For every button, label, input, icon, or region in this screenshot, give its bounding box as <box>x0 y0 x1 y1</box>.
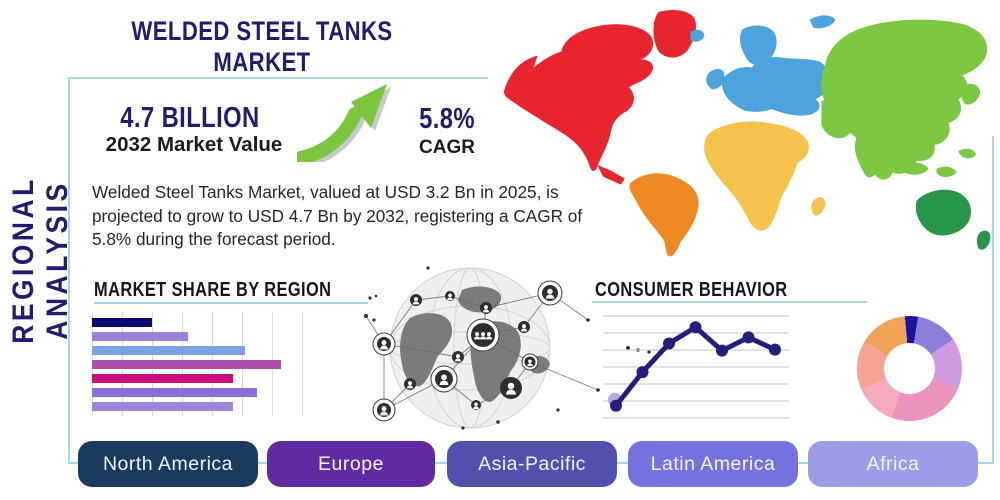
bar-region-0 <box>92 318 152 327</box>
map-indonesia-2 <box>936 166 957 178</box>
panel-border-left <box>68 77 70 464</box>
consumer-behavior-line-chart <box>603 315 789 419</box>
region-button-asia-pacific[interactable]: Asia-Pacific <box>447 441 617 487</box>
cagr-stat: 5.8% <box>419 103 475 135</box>
map-philippines <box>958 148 977 159</box>
data-point-3 <box>689 321 702 334</box>
bar-gridline <box>302 312 303 416</box>
bar-region-4 <box>92 374 233 383</box>
data-point-1 <box>636 366 649 379</box>
map-madagascar <box>811 196 826 216</box>
region-button-north-america[interactable]: North America <box>78 441 258 487</box>
consumer-behavior-underline <box>592 301 867 303</box>
map-greenland <box>653 9 696 58</box>
map-australia <box>915 189 972 236</box>
regional-share-donut-chart <box>857 316 962 421</box>
bar-region-6 <box>92 402 233 411</box>
map-south-america <box>629 173 699 257</box>
donut-hole <box>884 343 935 394</box>
globe-network-graphic <box>364 266 651 430</box>
map-iceland <box>690 29 705 42</box>
data-point-6 <box>769 343 781 356</box>
map-scandinavia <box>739 25 777 66</box>
consumer-behavior-header: CONSUMER BEHAVIOR <box>595 279 788 301</box>
region-button-africa[interactable]: Africa <box>808 441 978 487</box>
map-north-america <box>503 24 654 171</box>
bar-region-2 <box>92 346 245 355</box>
page-title: WELDED STEEL TANKS MARKET <box>131 16 393 77</box>
map-middle-east <box>821 97 858 139</box>
map-central-america <box>597 164 625 185</box>
map-japan <box>961 83 981 105</box>
data-point-5 <box>742 331 755 344</box>
map-africa <box>704 121 809 231</box>
region-button-europe[interactable]: Europe <box>267 441 435 487</box>
world-map <box>503 9 991 257</box>
market-value-stat: 4.7 BILLION <box>120 102 260 134</box>
bar-region-5 <box>92 388 257 397</box>
map-europe <box>721 57 827 116</box>
data-point-0 <box>610 399 622 412</box>
cagr-caption: CAGR <box>419 137 475 158</box>
panel-border-top <box>68 77 488 79</box>
market-share-underline <box>94 302 368 304</box>
data-point-2 <box>663 337 675 350</box>
market-value-caption: 2032 Market Value <box>105 133 283 156</box>
map-india <box>854 130 889 178</box>
map-novaya-zemlya <box>809 15 836 29</box>
map-uk <box>706 68 725 90</box>
growth-arrow-icon <box>297 84 391 162</box>
market-share-header: MARKET SHARE BY REGION <box>94 279 332 301</box>
market-summary-text: Welded Steel Tanks Market, valued at USD… <box>92 182 583 249</box>
side-label-regional-analysis: REGIONAL ANALYSIS <box>7 176 74 344</box>
data-point-4 <box>716 344 728 357</box>
map-indonesia-1 <box>902 162 929 175</box>
map-new-zealand <box>976 230 991 250</box>
bar-region-3 <box>92 360 281 369</box>
bar-region-1 <box>92 332 188 341</box>
market-share-bar-chart <box>92 312 304 416</box>
region-button-latin-america[interactable]: Latin America <box>628 441 798 487</box>
panel-border-right <box>992 136 994 464</box>
